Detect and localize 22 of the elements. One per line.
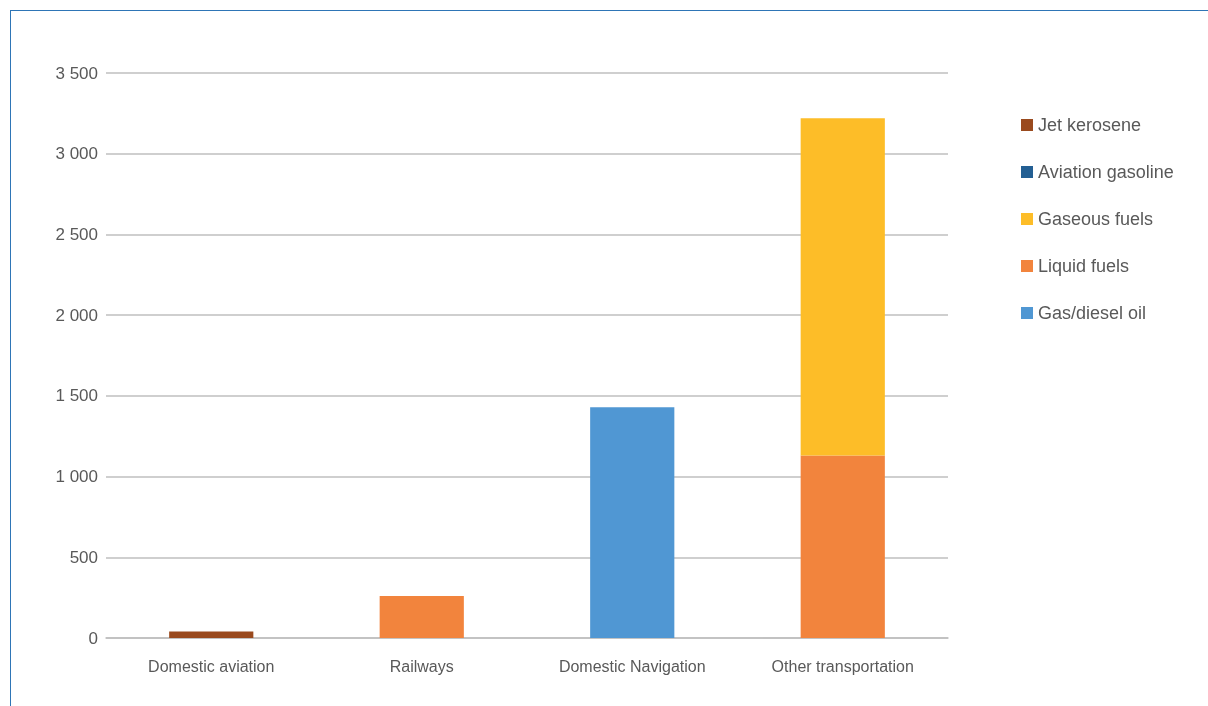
- bar: [169, 631, 254, 638]
- y-tick-label: 3 000: [55, 144, 98, 164]
- bar: [379, 596, 464, 638]
- x-tick-label: Domestic aviation: [148, 657, 275, 675]
- bar: [800, 455, 885, 638]
- y-tick-label: 0: [88, 628, 98, 648]
- bar: [800, 118, 885, 456]
- y-tick-label: 500: [69, 547, 98, 567]
- y-tick-label: 3 500: [55, 63, 98, 83]
- legend-label: Gas/diesel oil: [1038, 303, 1147, 323]
- legend-label: Gaseous fuels: [1038, 209, 1154, 229]
- bar: [590, 407, 675, 638]
- x-tick-label: Railways: [389, 657, 454, 675]
- legend-label: Aviation gasoline: [1038, 162, 1174, 182]
- x-tick-label: Domestic Navigation: [558, 657, 706, 675]
- legend-label: Jet kerosene: [1038, 115, 1142, 135]
- y-tick-label: 1 000: [55, 467, 98, 487]
- y-tick-label: 1 500: [55, 386, 98, 406]
- y-tick-label: 2 500: [55, 224, 98, 244]
- legend-label: Liquid fuels: [1038, 256, 1130, 276]
- y-tick-label: 2 000: [55, 305, 98, 325]
- x-tick-label: Other transportation: [771, 657, 914, 675]
